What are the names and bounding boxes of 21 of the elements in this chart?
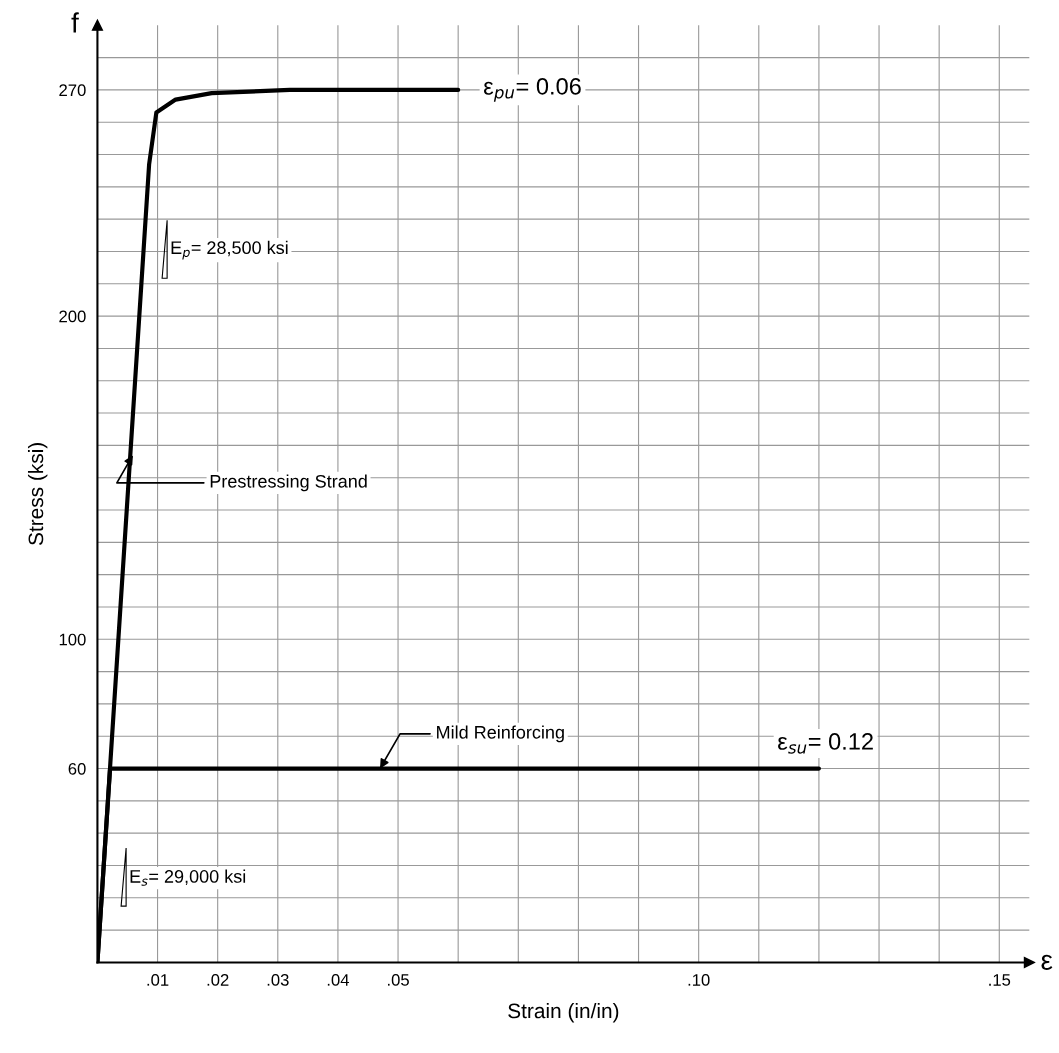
- y-tick-label: 200: [59, 310, 86, 323]
- annotation: E$_{s}$= 29,000 ksi: [130, 869, 246, 886]
- x-tick-label: .01: [147, 973, 169, 986]
- text: f: [71, 12, 79, 33]
- y-axis-title: Stress (ksi): [27, 443, 48, 545]
- annotation: Mild Reinforcing: [437, 725, 564, 743]
- x-tick-label: .02: [207, 973, 229, 986]
- x-tick-label: .15: [989, 974, 1011, 986]
- x-tick-label: .03: [267, 973, 289, 986]
- text: ε: [1041, 954, 1053, 970]
- annotation: ε$_{pu}$= 0.06: [483, 77, 581, 102]
- annotation: ε$_{su}$= 0.12: [778, 733, 873, 754]
- y-tick-label: 60: [68, 762, 86, 775]
- x-axis-title: Strain (in/in): [508, 1002, 619, 1023]
- y-tick-label: 100: [59, 633, 86, 646]
- x-tick-label: .04: [327, 973, 350, 986]
- x-tick-label: .05: [387, 973, 409, 986]
- annotation: E$_{p}$= 28,500 ksi: [171, 240, 288, 260]
- x-tick-label: .10: [688, 973, 710, 986]
- annotation: Prestressing Strand: [210, 474, 367, 492]
- y-tick-label: 270: [59, 84, 86, 97]
